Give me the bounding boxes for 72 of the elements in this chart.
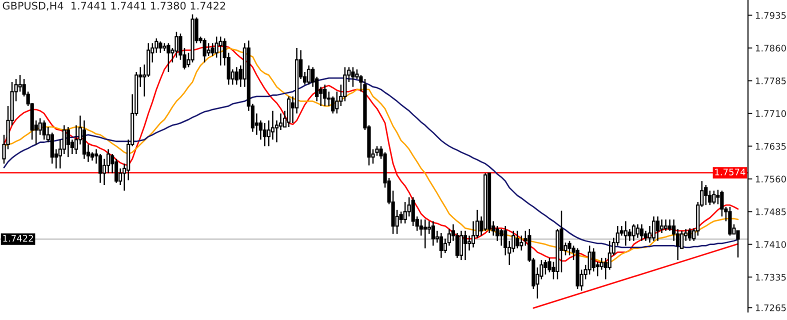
y-tick-label: 1.7265 xyxy=(756,304,786,312)
candlestick xyxy=(608,240,612,270)
candlestick xyxy=(632,224,636,242)
candlestick xyxy=(728,206,732,236)
candlestick xyxy=(399,211,403,224)
candlestick xyxy=(307,64,311,86)
candlestick xyxy=(210,42,214,56)
candlestick xyxy=(218,36,222,66)
candlestick xyxy=(592,248,596,272)
ref-line-label: 1.7574 xyxy=(715,168,746,176)
candlestick xyxy=(588,245,592,276)
candlestick xyxy=(600,257,604,270)
candlestick xyxy=(704,184,708,206)
candlestick xyxy=(286,96,291,128)
candlestick xyxy=(411,196,415,227)
candlestick xyxy=(98,153,102,184)
candlestick xyxy=(520,235,524,252)
candlestick xyxy=(206,42,210,56)
candlestick xyxy=(628,228,632,242)
candlestick xyxy=(66,126,70,158)
candlestick xyxy=(202,38,206,64)
candlestick xyxy=(463,230,468,261)
candlestick xyxy=(431,220,435,246)
candlestick xyxy=(660,218,664,234)
candlestick xyxy=(234,66,238,86)
candlestick xyxy=(496,225,500,242)
candlestick xyxy=(82,120,86,160)
candlestick xyxy=(736,230,740,258)
y-tick-label: 1.7710 xyxy=(756,110,786,118)
candlestick xyxy=(624,220,628,246)
candlestick xyxy=(636,224,640,238)
candlestick xyxy=(42,120,46,140)
candlestick xyxy=(688,228,692,242)
candlestick xyxy=(656,216,660,242)
candlestick xyxy=(544,259,548,276)
candlestick xyxy=(516,230,520,249)
candlestick xyxy=(640,224,644,242)
candlestick xyxy=(423,218,427,249)
y-tick-label: 1.7860 xyxy=(756,44,786,52)
y-tick-label: 1.7635 xyxy=(756,142,786,150)
y-tick-label: 1.7560 xyxy=(756,176,786,182)
candlestick xyxy=(335,91,339,114)
chart-title: GBPUSD,H4 1.7441 1.7441 1.7380 1.7422 xyxy=(2,2,226,11)
candlestick xyxy=(439,232,443,259)
candlestick xyxy=(38,118,42,136)
candlestick xyxy=(427,220,431,235)
candlestick xyxy=(568,240,572,256)
candlestick xyxy=(351,66,355,88)
candlestick xyxy=(720,190,724,218)
candlestick xyxy=(18,74,22,92)
candlestick xyxy=(331,96,335,114)
y-tick-label: 1.7410 xyxy=(756,241,786,248)
candlestick xyxy=(652,216,656,242)
candlestick xyxy=(166,42,170,73)
y-tick-label: 1.7335 xyxy=(756,274,786,281)
candlestick xyxy=(174,31,178,58)
candlestick xyxy=(403,201,407,224)
candlestick xyxy=(323,84,327,107)
candlestick xyxy=(262,122,267,147)
ref-line-label: 1.7422 xyxy=(3,234,33,242)
candlestick xyxy=(459,230,464,261)
candlestick xyxy=(500,228,504,246)
candlestick xyxy=(668,218,672,232)
candlestick xyxy=(158,40,162,54)
candlestick xyxy=(664,218,668,232)
candlestick xyxy=(343,66,347,102)
candlestick xyxy=(114,158,118,184)
y-tick-label: 1.7785 xyxy=(756,77,786,84)
candlestick xyxy=(467,235,472,252)
y-tick-label: 1.7935 xyxy=(756,12,786,19)
candlestick xyxy=(712,190,716,205)
y-tick-label: 1.7485 xyxy=(756,208,786,216)
